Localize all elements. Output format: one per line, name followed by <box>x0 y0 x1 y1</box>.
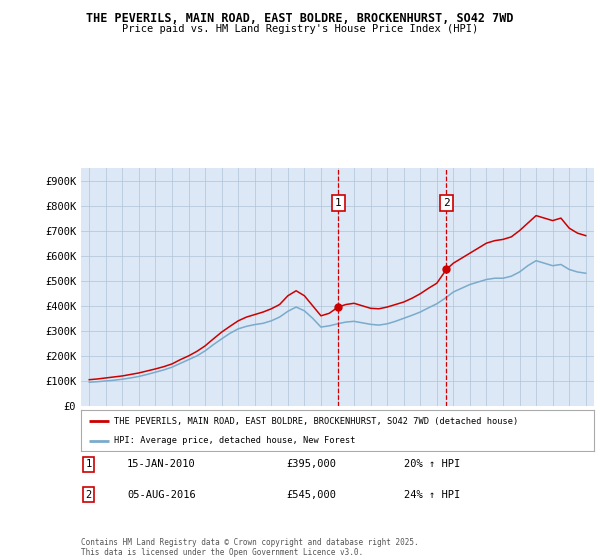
Text: £545,000: £545,000 <box>286 490 336 500</box>
Text: HPI: Average price, detached house, New Forest: HPI: Average price, detached house, New … <box>115 436 356 445</box>
Text: 2: 2 <box>443 198 450 208</box>
Text: Contains HM Land Registry data © Crown copyright and database right 2025.
This d: Contains HM Land Registry data © Crown c… <box>81 538 419 557</box>
Text: Price paid vs. HM Land Registry's House Price Index (HPI): Price paid vs. HM Land Registry's House … <box>122 24 478 34</box>
Text: THE PEVERILS, MAIN ROAD, EAST BOLDRE, BROCKENHURST, SO42 7WD (detached house): THE PEVERILS, MAIN ROAD, EAST BOLDRE, BR… <box>115 417 518 426</box>
Text: £395,000: £395,000 <box>286 459 336 469</box>
Text: 20% ↑ HPI: 20% ↑ HPI <box>404 459 460 469</box>
Text: 1: 1 <box>335 198 341 208</box>
Text: 1: 1 <box>86 459 92 469</box>
Text: 2: 2 <box>86 490 92 500</box>
Text: 24% ↑ HPI: 24% ↑ HPI <box>404 490 460 500</box>
Text: 15-JAN-2010: 15-JAN-2010 <box>127 459 196 469</box>
Text: 05-AUG-2016: 05-AUG-2016 <box>127 490 196 500</box>
Text: THE PEVERILS, MAIN ROAD, EAST BOLDRE, BROCKENHURST, SO42 7WD: THE PEVERILS, MAIN ROAD, EAST BOLDRE, BR… <box>86 12 514 25</box>
